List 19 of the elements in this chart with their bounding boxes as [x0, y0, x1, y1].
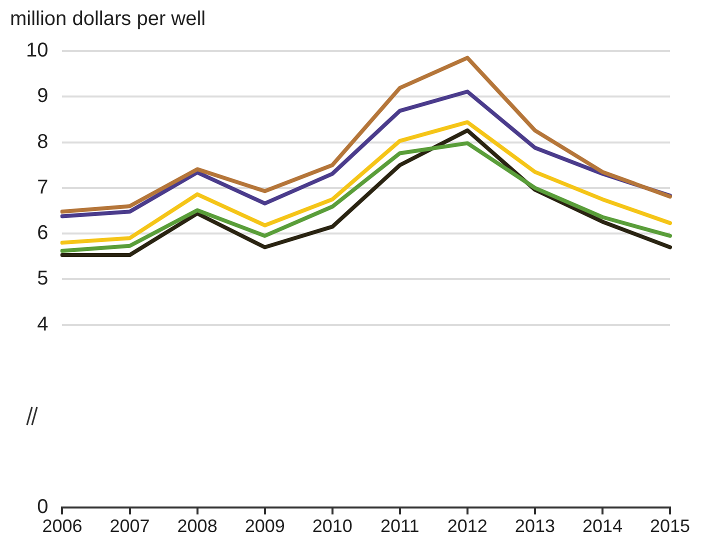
y-axis-title: million dollars per well: [10, 8, 207, 31]
x-tick-label: 2008: [177, 516, 218, 536]
y-tick-label: 8: [37, 130, 48, 153]
y-tick-label: 0: [37, 496, 48, 518]
y-tick-label: 10: [26, 40, 48, 62]
y-tick-label: 5: [37, 268, 48, 290]
y-tick-label: 4: [37, 313, 48, 336]
x-tick-label: 2009: [244, 516, 285, 536]
y-tick-label: 9: [37, 85, 48, 108]
x-tick-label: 2013: [514, 516, 555, 536]
x-tick-label: 2012: [447, 516, 488, 536]
x-tick-label: 2011: [380, 516, 420, 536]
y-tick-label: 7: [37, 176, 48, 198]
x-tick-label: 2006: [42, 516, 82, 536]
y-tick-label: 6: [37, 222, 48, 244]
x-tick-label: 2007: [110, 516, 150, 536]
x-tick-label: 2010: [312, 516, 352, 536]
x-tick-label: 2015: [650, 516, 690, 536]
x-tick-label: 2014: [582, 516, 622, 536]
